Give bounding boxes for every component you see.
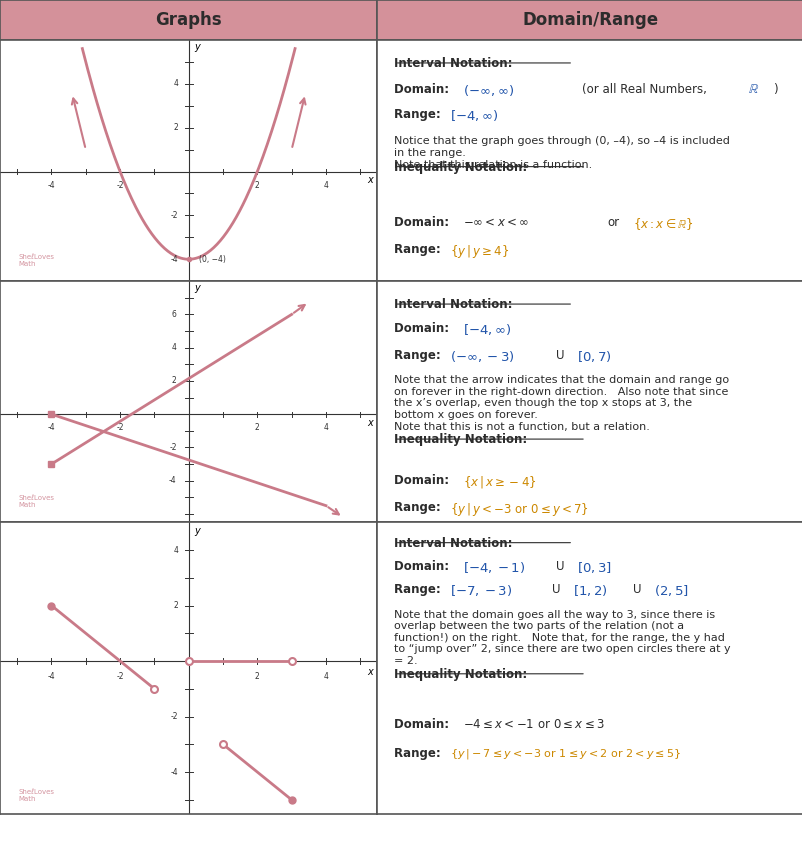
- Text: Note that the arrow indicates that the domain and range go
on forever in the rig: Note that the arrow indicates that the d…: [394, 375, 729, 432]
- Text: 2: 2: [254, 181, 259, 191]
- Text: Domain:: Domain:: [394, 474, 453, 487]
- Text: y: y: [194, 526, 200, 536]
- Text: -4: -4: [171, 255, 178, 264]
- Text: U: U: [556, 560, 564, 573]
- Text: Range:: Range:: [394, 243, 445, 256]
- Text: $(-\infty,-3)$: $(-\infty,-3)$: [449, 348, 514, 364]
- Text: Range:: Range:: [394, 584, 445, 596]
- Text: 4: 4: [173, 79, 178, 89]
- Text: SheℓLoves
Math: SheℓLoves Math: [19, 789, 55, 802]
- Text: -4: -4: [47, 672, 55, 681]
- Text: Interval Notation:: Interval Notation:: [394, 298, 512, 311]
- Text: U: U: [551, 584, 560, 596]
- Text: -2: -2: [171, 211, 178, 220]
- Text: -4: -4: [47, 181, 55, 191]
- Text: Range:: Range:: [394, 107, 445, 120]
- Text: 2: 2: [172, 377, 176, 385]
- Text: 2: 2: [254, 423, 259, 432]
- Text: -4: -4: [171, 768, 178, 776]
- Text: $[-7,-3)$: $[-7,-3)$: [449, 584, 512, 598]
- Text: U: U: [556, 348, 564, 361]
- Text: 4: 4: [172, 343, 176, 352]
- Text: -2: -2: [169, 443, 176, 452]
- Text: $\{x\,|\,x\geq -4\}$: $\{x\,|\,x\geq -4\}$: [462, 474, 536, 490]
- Text: -2: -2: [116, 181, 124, 191]
- Text: ): ): [772, 83, 777, 96]
- Text: Interval Notation:: Interval Notation:: [394, 537, 512, 550]
- Text: -2: -2: [116, 423, 124, 432]
- Text: Range:: Range:: [394, 348, 445, 361]
- Text: 6: 6: [172, 310, 176, 319]
- Text: y: y: [194, 42, 200, 52]
- Text: $\{y\,|\,y<-3\ \mathrm{or}\ 0\leq y<7\}$: $\{y\,|\,y<-3\ \mathrm{or}\ 0\leq y<7\}$: [449, 501, 588, 517]
- Text: $[1,2)$: $[1,2)$: [573, 584, 607, 598]
- Text: Interval Notation:: Interval Notation:: [394, 57, 512, 70]
- Text: Notice that the graph goes through (0, –4), so –4 is included
in the range.
Note: Notice that the graph goes through (0, –…: [394, 136, 729, 170]
- Text: x: x: [367, 667, 373, 677]
- Text: Domain:: Domain:: [394, 717, 453, 730]
- Text: 4: 4: [323, 672, 328, 681]
- Text: $\{x:x\in\mathbb{R}\}$: $\{x:x\in\mathbb{R}\}$: [632, 216, 693, 232]
- Text: $[0,7)$: $[0,7)$: [577, 348, 611, 364]
- Text: Inequality Notation:: Inequality Notation:: [394, 161, 527, 174]
- Text: Domain:: Domain:: [394, 560, 453, 573]
- Text: Range:: Range:: [394, 746, 445, 760]
- Text: $[0,3]$: $[0,3]$: [577, 560, 612, 575]
- Text: or: or: [606, 216, 618, 229]
- Text: (0, −4): (0, −4): [199, 255, 225, 264]
- Text: 2: 2: [173, 124, 178, 132]
- Text: -2: -2: [116, 672, 124, 681]
- Text: Note that the domain goes all the way to 3, since there is
overlap between the t: Note that the domain goes all the way to…: [394, 610, 730, 666]
- Text: 2: 2: [254, 672, 259, 681]
- Text: Graphs: Graphs: [156, 11, 221, 29]
- Text: x: x: [367, 418, 373, 429]
- Text: $-4\leq x<-1\ \mathrm{or}\ 0\leq x\leq 3$: $-4\leq x<-1\ \mathrm{or}\ 0\leq x\leq 3…: [462, 717, 604, 730]
- Text: $-\infty < x < \infty$: $-\infty < x < \infty$: [462, 216, 528, 229]
- Text: $\{y\,|\,y\geq 4\}$: $\{y\,|\,y\geq 4\}$: [449, 243, 508, 260]
- Text: Domain:: Domain:: [394, 322, 453, 335]
- Text: -4: -4: [169, 476, 176, 485]
- Text: -2: -2: [171, 712, 178, 721]
- Text: Domain:: Domain:: [394, 216, 453, 229]
- Text: $[-4,\infty)$: $[-4,\infty)$: [462, 322, 510, 337]
- Text: $[-4,-1)$: $[-4,-1)$: [462, 560, 524, 575]
- Text: Range:: Range:: [394, 501, 445, 514]
- Text: 4: 4: [173, 545, 178, 555]
- Text: $(-\infty,\infty)$: $(-\infty,\infty)$: [462, 83, 513, 99]
- Text: $\{y\,|-7\leq y<-3\ \mathrm{or}\ 1\leq y<2\ \mathrm{or}\ 2<y\leq 5\}$: $\{y\,|-7\leq y<-3\ \mathrm{or}\ 1\leq y…: [449, 746, 680, 761]
- Text: SheℓLoves
Math: SheℓLoves Math: [19, 495, 55, 508]
- Text: $\mathbb{R}$: $\mathbb{R}$: [747, 83, 758, 96]
- Text: x: x: [367, 176, 373, 186]
- Text: U: U: [632, 584, 641, 596]
- Text: -4: -4: [47, 423, 55, 432]
- Text: (or all Real Numbers,: (or all Real Numbers,: [581, 83, 706, 96]
- Text: y: y: [194, 283, 200, 293]
- Text: Domain:: Domain:: [394, 83, 453, 96]
- Text: 2: 2: [173, 601, 178, 610]
- Text: Inequality Notation:: Inequality Notation:: [394, 668, 527, 681]
- Text: $(2,5]$: $(2,5]$: [653, 584, 688, 598]
- Text: Domain/Range: Domain/Range: [521, 11, 658, 29]
- Text: SheℓLoves
Math: SheℓLoves Math: [19, 254, 55, 267]
- Text: 4: 4: [323, 423, 328, 432]
- Text: 4: 4: [323, 181, 328, 191]
- Text: $[-4,\infty)$: $[-4,\infty)$: [449, 107, 498, 123]
- Text: Inequality Notation:: Inequality Notation:: [394, 433, 527, 446]
